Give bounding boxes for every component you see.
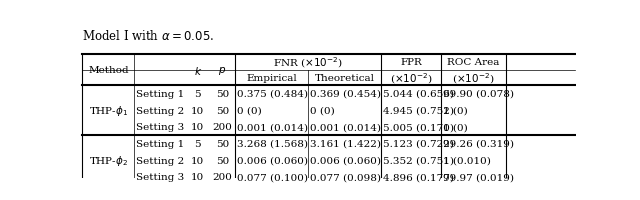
Text: 50: 50 xyxy=(216,139,229,148)
Text: ($\times 10^{-2}$): ($\times 10^{-2}$) xyxy=(390,71,432,85)
Text: 10: 10 xyxy=(191,106,204,115)
Text: $k$: $k$ xyxy=(193,64,202,76)
Text: 0.077 (0.100): 0.077 (0.100) xyxy=(237,173,308,182)
Text: Method: Method xyxy=(88,66,129,75)
Text: Setting 1: Setting 1 xyxy=(136,139,184,148)
Text: ROC Area: ROC Area xyxy=(447,58,500,67)
Text: 1 (0): 1 (0) xyxy=(443,106,468,115)
Text: Setting 2: Setting 2 xyxy=(136,106,184,115)
Text: Model I with $\alpha = 0.05$.: Model I with $\alpha = 0.05$. xyxy=(83,29,215,43)
Text: 0 (0): 0 (0) xyxy=(237,106,262,115)
Text: 50: 50 xyxy=(216,89,229,98)
Text: Empirical: Empirical xyxy=(246,73,297,82)
Text: 4.896 (0.177): 4.896 (0.177) xyxy=(383,173,454,182)
Text: 0.006 (0.060): 0.006 (0.060) xyxy=(310,156,381,165)
Text: 4.945 (0.752): 4.945 (0.752) xyxy=(383,106,454,115)
Text: 5.005 (0.170): 5.005 (0.170) xyxy=(383,123,454,132)
Text: 0.369 (0.454): 0.369 (0.454) xyxy=(310,89,381,98)
Text: 99.90 (0.078): 99.90 (0.078) xyxy=(443,89,514,98)
Text: 10: 10 xyxy=(191,123,204,132)
Text: 0 (0): 0 (0) xyxy=(310,106,335,115)
Text: Setting 3: Setting 3 xyxy=(136,123,184,132)
Text: 0.077 (0.098): 0.077 (0.098) xyxy=(310,173,381,182)
Text: Theoretical: Theoretical xyxy=(314,73,374,82)
Text: 0.006 (0.060): 0.006 (0.060) xyxy=(237,156,308,165)
Text: 50: 50 xyxy=(216,106,229,115)
Text: FPR: FPR xyxy=(400,58,422,67)
Text: 200: 200 xyxy=(212,173,232,182)
Text: 1 (0): 1 (0) xyxy=(443,123,468,132)
Text: 5.352 (0.751): 5.352 (0.751) xyxy=(383,156,454,165)
Text: $p$: $p$ xyxy=(218,64,227,76)
Text: 5.123 (0.722): 5.123 (0.722) xyxy=(383,139,454,148)
Text: 99.97 (0.019): 99.97 (0.019) xyxy=(443,173,514,182)
Text: 99.26 (0.319): 99.26 (0.319) xyxy=(443,139,514,148)
Text: 3.268 (1.568): 3.268 (1.568) xyxy=(237,139,308,148)
Text: 5.044 (0.656): 5.044 (0.656) xyxy=(383,89,454,98)
Text: 0.375 (0.484): 0.375 (0.484) xyxy=(237,89,308,98)
Text: 3.161 (1.422): 3.161 (1.422) xyxy=(310,139,381,148)
Text: Setting 3: Setting 3 xyxy=(136,173,184,182)
Text: 0.001 (0.014): 0.001 (0.014) xyxy=(237,123,308,132)
Text: 0.001 (0.014): 0.001 (0.014) xyxy=(310,123,381,132)
Text: 1 (0.010): 1 (0.010) xyxy=(443,156,491,165)
Text: 200: 200 xyxy=(212,123,232,132)
Text: 5: 5 xyxy=(195,89,201,98)
Text: THP-$\phi_1$: THP-$\phi_1$ xyxy=(89,104,128,118)
Text: Setting 1: Setting 1 xyxy=(136,89,184,98)
Text: 50: 50 xyxy=(216,156,229,165)
Text: FNR ($\times 10^{-2}$): FNR ($\times 10^{-2}$) xyxy=(273,55,343,70)
Text: ($\times 10^{-2}$): ($\times 10^{-2}$) xyxy=(452,71,495,85)
Text: Setting 2: Setting 2 xyxy=(136,156,184,165)
Text: 10: 10 xyxy=(191,173,204,182)
Text: 5: 5 xyxy=(195,139,201,148)
Text: THP-$\phi_2$: THP-$\phi_2$ xyxy=(89,153,128,167)
Text: 10: 10 xyxy=(191,156,204,165)
